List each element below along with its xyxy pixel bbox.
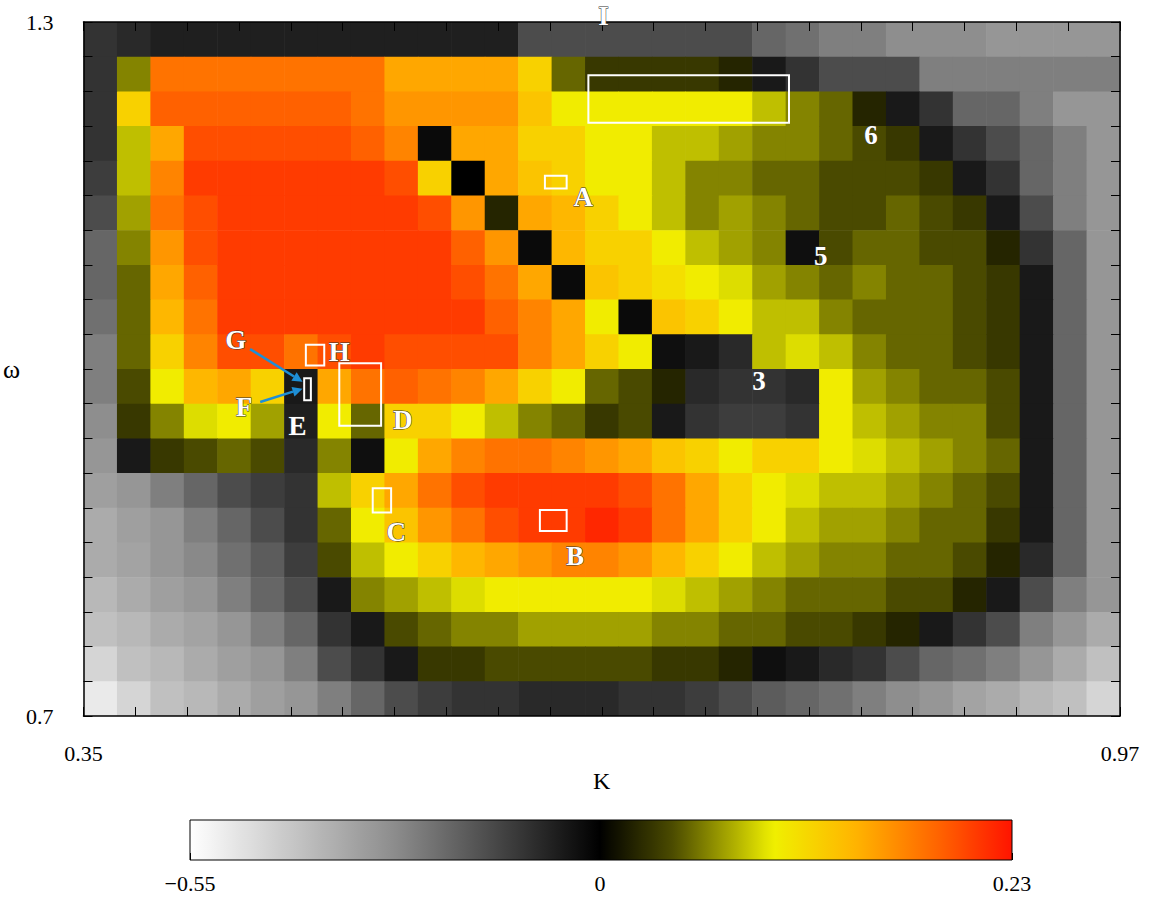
svg-text:F: F [236, 392, 253, 422]
svg-text:0.97: 0.97 [1101, 741, 1140, 766]
svg-text:−0.55: −0.55 [165, 871, 216, 896]
svg-text:B: B [566, 541, 584, 571]
svg-text:0.23: 0.23 [993, 871, 1032, 896]
svg-text:1.3: 1.3 [26, 10, 54, 35]
svg-text:ω: ω [3, 355, 20, 384]
svg-text:D: D [393, 405, 413, 435]
svg-text:C: C [386, 517, 406, 547]
svg-text:6: 6 [864, 120, 878, 150]
svg-text:3: 3 [752, 366, 766, 396]
svg-text:0.7: 0.7 [26, 704, 54, 729]
svg-text:K: K [593, 768, 611, 794]
svg-text:G: G [225, 325, 246, 355]
svg-text:I: I [598, 1, 609, 31]
svg-text:0: 0 [595, 871, 606, 896]
svg-text:0.35: 0.35 [64, 741, 103, 766]
svg-text:5: 5 [814, 241, 828, 271]
svg-text:E: E [288, 411, 306, 441]
svg-text:H: H [329, 337, 350, 367]
svg-text:A: A [574, 182, 594, 212]
